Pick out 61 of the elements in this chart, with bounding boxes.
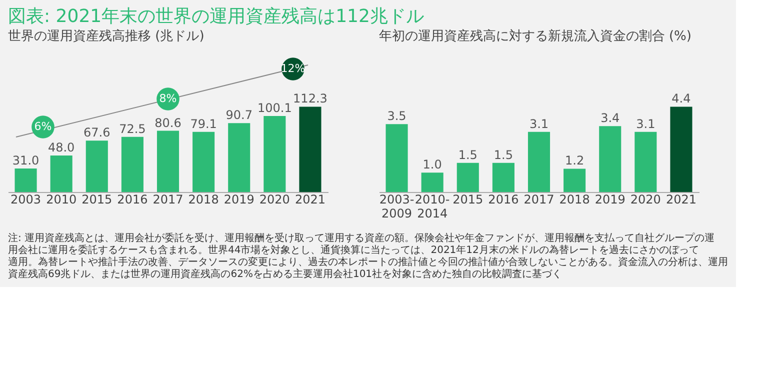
- x-tick-label: 2016: [488, 192, 519, 206]
- bar: [228, 123, 250, 192]
- bar: [492, 162, 514, 192]
- bar: [528, 132, 550, 192]
- data-label: 79.1: [190, 116, 217, 131]
- bar: [670, 106, 692, 192]
- bar: [634, 132, 657, 192]
- x-tick-label: 2015: [452, 192, 484, 206]
- bar: [86, 140, 108, 192]
- x-tick-label: 2018: [188, 192, 219, 206]
- bar: [421, 172, 444, 192]
- bar: [599, 126, 622, 192]
- x-tick-label: 2017: [524, 192, 554, 206]
- data-label: 1.5: [458, 148, 478, 162]
- data-label: 1.0: [422, 158, 442, 172]
- data-label: 3.5: [387, 109, 406, 124]
- chart-title: 年初の運用資産残高に対する新規流入資金の割合 (%): [378, 28, 692, 44]
- chart-title: 図表: 2021年末の世界の運用資産残高は112兆ドル: [8, 6, 424, 27]
- data-label: 67.6: [84, 126, 110, 140]
- x-tick-label: 2003: [10, 192, 42, 206]
- x-tick-label: 2015: [82, 192, 112, 206]
- bar: [192, 132, 215, 192]
- data-label: 90.7: [226, 108, 252, 122]
- data-label: 4.4: [672, 92, 691, 106]
- bar: [50, 156, 72, 192]
- bar: [564, 168, 586, 192]
- x-tick-label: 2010: [46, 192, 77, 206]
- bar: [456, 162, 479, 192]
- data-label: 31.0: [12, 153, 40, 168]
- x-tick-label: 2017: [152, 192, 184, 206]
- data-label: 3.1: [529, 116, 549, 131]
- chart-subtitle: 世界の運用資産残高推移 (兆ドル): [8, 28, 204, 44]
- x-tick-label: 2019: [224, 192, 254, 206]
- data-label: 1.5: [494, 148, 513, 162]
- data-label: 48.0: [48, 140, 75, 155]
- data-label: 1.2: [565, 154, 584, 168]
- x-tick-label: 2003-2009: [379, 192, 414, 220]
- bar: [156, 130, 180, 192]
- x-tick-label: 2016: [117, 192, 148, 206]
- x-tick-label: 2021: [294, 192, 326, 206]
- bar: [386, 124, 408, 192]
- bar: [121, 136, 144, 192]
- x-tick-label: 2021: [666, 192, 696, 206]
- annotation: 6%: [34, 120, 52, 133]
- data-label: 72.5: [119, 122, 146, 136]
- x-tick-label: 2019: [594, 192, 626, 206]
- data-label: 3.4: [600, 111, 620, 126]
- bar: [299, 106, 322, 192]
- x-tick-label: 2020: [630, 192, 661, 206]
- x-tick-label: 2018: [559, 192, 590, 206]
- data-label: 3.1: [636, 116, 656, 131]
- data-label: 100.1: [257, 100, 292, 115]
- x-tick-label: 2010-2014: [414, 192, 450, 220]
- bar: [264, 116, 286, 192]
- text: 12%: [280, 62, 306, 75]
- data-label: 112.3: [293, 92, 328, 106]
- x-tick-label: 2020: [259, 192, 290, 206]
- data-label: 80.6: [154, 116, 182, 130]
- text: 注: 運用資産残高とは、運用会社が委託を受け、運用報酬を受け取って運用する資産の額。保険会社や年金ファンドが、運用報酬を支払って自社グループの運用会社に運用を委託するケースも含まれる。世界44市場を対象とし、通貨換算に当たっては、2021年12月末の米ドルの為替レートを過去にさかのぼって適用。為替レートや推計手法の改善、データソースの変更により、過去の本レポートの推計値と今回の推計値が合致しないことがある。資金流入の分析は、運用資産残高69兆ドル、または世界の運用資産残高の62%を占める主要運用会社101社を対象に含めた独自の比較調査に基づく: [8, 232, 728, 280]
- text: 8%: [159, 92, 177, 105]
- bar: [14, 168, 37, 192]
